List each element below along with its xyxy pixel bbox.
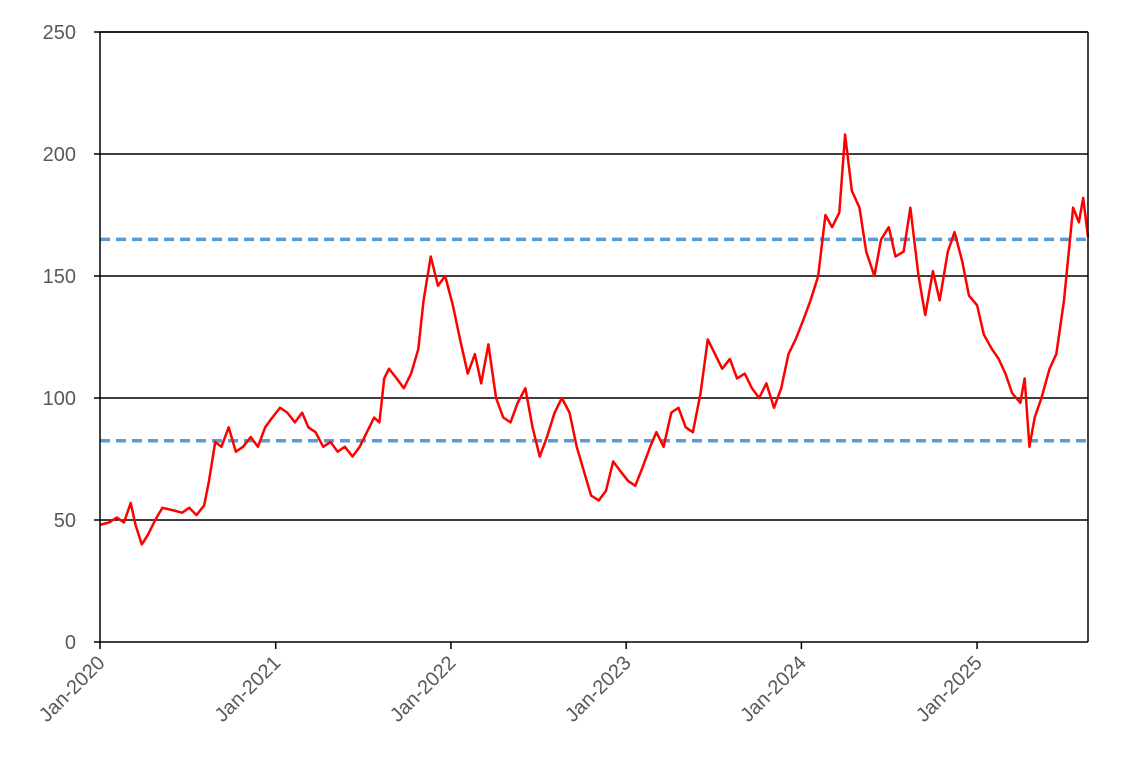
axes [99,31,1089,643]
xtick-label-3: Jan-2023 [561,652,636,727]
xtick-label-0: Jan-2020 [35,652,110,727]
ytick-label-150: 150 [43,266,76,288]
reference-lines [100,237,1088,443]
xtick-label-5: Jan-2025 [912,652,987,727]
y-axis-ticks: 0 50 100 150 200 250 [43,22,100,654]
ytick-label-50: 50 [54,510,76,532]
ytick-label-250: 250 [43,22,76,44]
ytick-label-200: 200 [43,144,76,166]
xtick-label-2: Jan-2022 [386,652,461,727]
xtick-label-1: Jan-2021 [211,652,286,727]
ytick-label-0: 0 [65,632,76,654]
x-axis-ticks: Jan-2020 Jan-2021 Jan-2022 Jan-2023 Jan-2024… [35,642,987,727]
grid-lines [100,31,1088,521]
series-line-1 [99,133,1090,546]
ytick-label-100: 100 [43,388,76,410]
series-layer [99,133,1090,546]
xtick-label-4: Jan-2024 [736,652,811,727]
